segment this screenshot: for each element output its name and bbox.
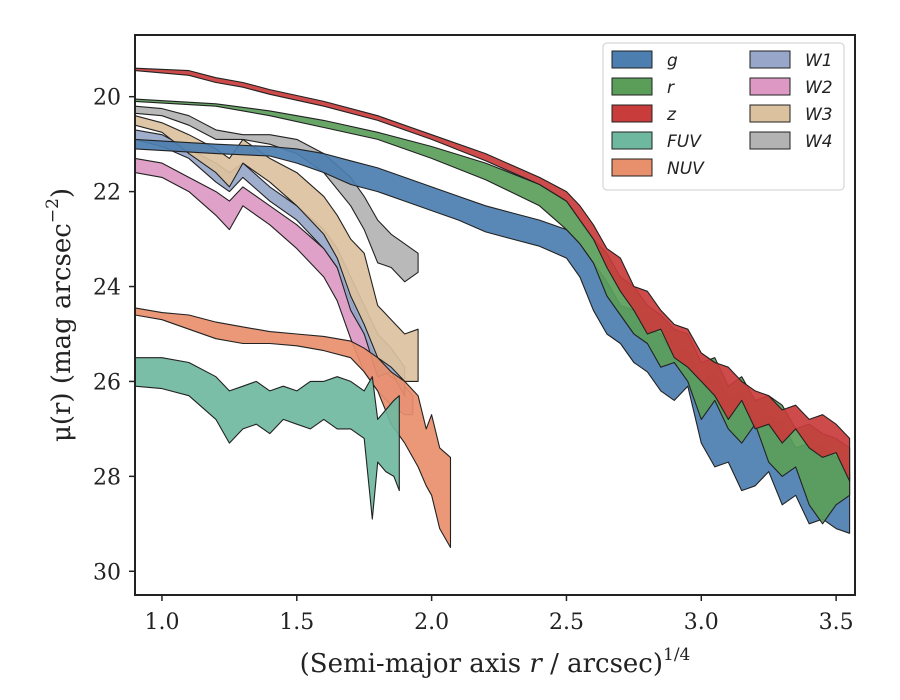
x-axis-ticks: 1.0 1.5 2.0 2.5 3.0 3.5 bbox=[144, 595, 854, 635]
legend-label-r: r bbox=[667, 78, 675, 98]
legend-swatch-w4 bbox=[749, 131, 791, 150]
x-tick-label: 2.5 bbox=[549, 610, 584, 635]
legend-label-g: g bbox=[667, 51, 678, 71]
legend-swatch-r bbox=[611, 77, 653, 96]
x-axis-label: (Semi-major axis r / arcsec)1/4 bbox=[300, 645, 691, 679]
legend-label-w1: W1 bbox=[805, 51, 833, 71]
legend-label-fuv: FUV bbox=[667, 132, 702, 152]
band-g bbox=[135, 138, 851, 534]
legend-label-nuv: NUV bbox=[667, 159, 705, 179]
band-nuv bbox=[135, 307, 452, 549]
x-tick-label: 3.5 bbox=[819, 610, 854, 635]
legend-label-w3: W3 bbox=[805, 105, 833, 125]
y-tick-label: 30 bbox=[93, 560, 121, 585]
legend-swatch-w1 bbox=[749, 50, 791, 69]
plot-frame bbox=[134, 34, 856, 596]
y-tick-label: 24 bbox=[93, 276, 121, 301]
legend-swatch-w3 bbox=[749, 104, 791, 123]
series-bands bbox=[135, 67, 851, 549]
band-z bbox=[135, 67, 851, 482]
y-tick-label: 28 bbox=[93, 465, 121, 490]
band-fuv bbox=[135, 357, 400, 520]
x-tick-label: 1.0 bbox=[144, 610, 179, 635]
legend-label-w2: W2 bbox=[805, 78, 833, 98]
legend-swatch-nuv bbox=[611, 158, 653, 177]
y-tick-label: 22 bbox=[93, 181, 121, 206]
x-tick-label: 2.0 bbox=[414, 610, 449, 635]
legend-label-w4: W4 bbox=[805, 132, 833, 152]
band-w4 bbox=[135, 105, 419, 283]
legend-swatch-z bbox=[611, 104, 653, 123]
x-tick-label: 1.5 bbox=[279, 610, 314, 635]
legend-swatch-fuv bbox=[611, 131, 653, 150]
legend-swatch-w2 bbox=[749, 77, 791, 96]
y-tick-label: 20 bbox=[93, 86, 121, 111]
x-tick-label: 3.0 bbox=[684, 610, 719, 635]
y-tick-label: 26 bbox=[93, 370, 121, 395]
legend: grz FUV NUV W1 W2 W3 W4 bbox=[602, 42, 845, 191]
legend-label-z: z bbox=[666, 105, 677, 125]
y-axis-ticks: 20 22 24 26 28 30 bbox=[93, 86, 135, 585]
legend-swatch-g bbox=[611, 50, 653, 69]
y-axis-label: μ(r) (mag arcsec−2) bbox=[43, 188, 77, 442]
